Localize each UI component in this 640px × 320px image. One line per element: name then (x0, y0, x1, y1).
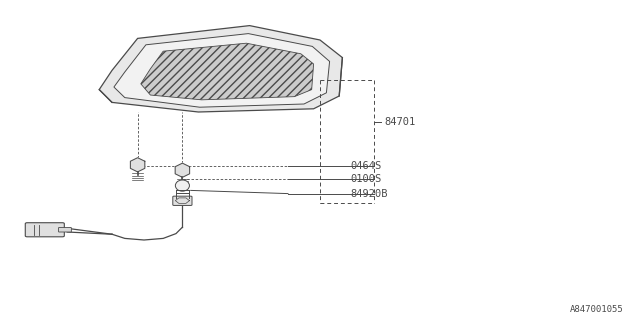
Polygon shape (141, 43, 314, 100)
FancyBboxPatch shape (173, 196, 192, 205)
Polygon shape (114, 34, 330, 107)
Text: 0464S: 0464S (351, 161, 382, 172)
Polygon shape (131, 158, 145, 172)
Text: 84701: 84701 (384, 116, 415, 127)
Text: 84920B: 84920B (351, 188, 388, 199)
FancyBboxPatch shape (25, 223, 64, 237)
Polygon shape (175, 163, 189, 177)
Text: A847001055: A847001055 (570, 305, 624, 314)
FancyBboxPatch shape (58, 228, 71, 232)
Polygon shape (99, 26, 342, 112)
Text: 0100S: 0100S (351, 174, 382, 184)
Ellipse shape (175, 180, 189, 191)
